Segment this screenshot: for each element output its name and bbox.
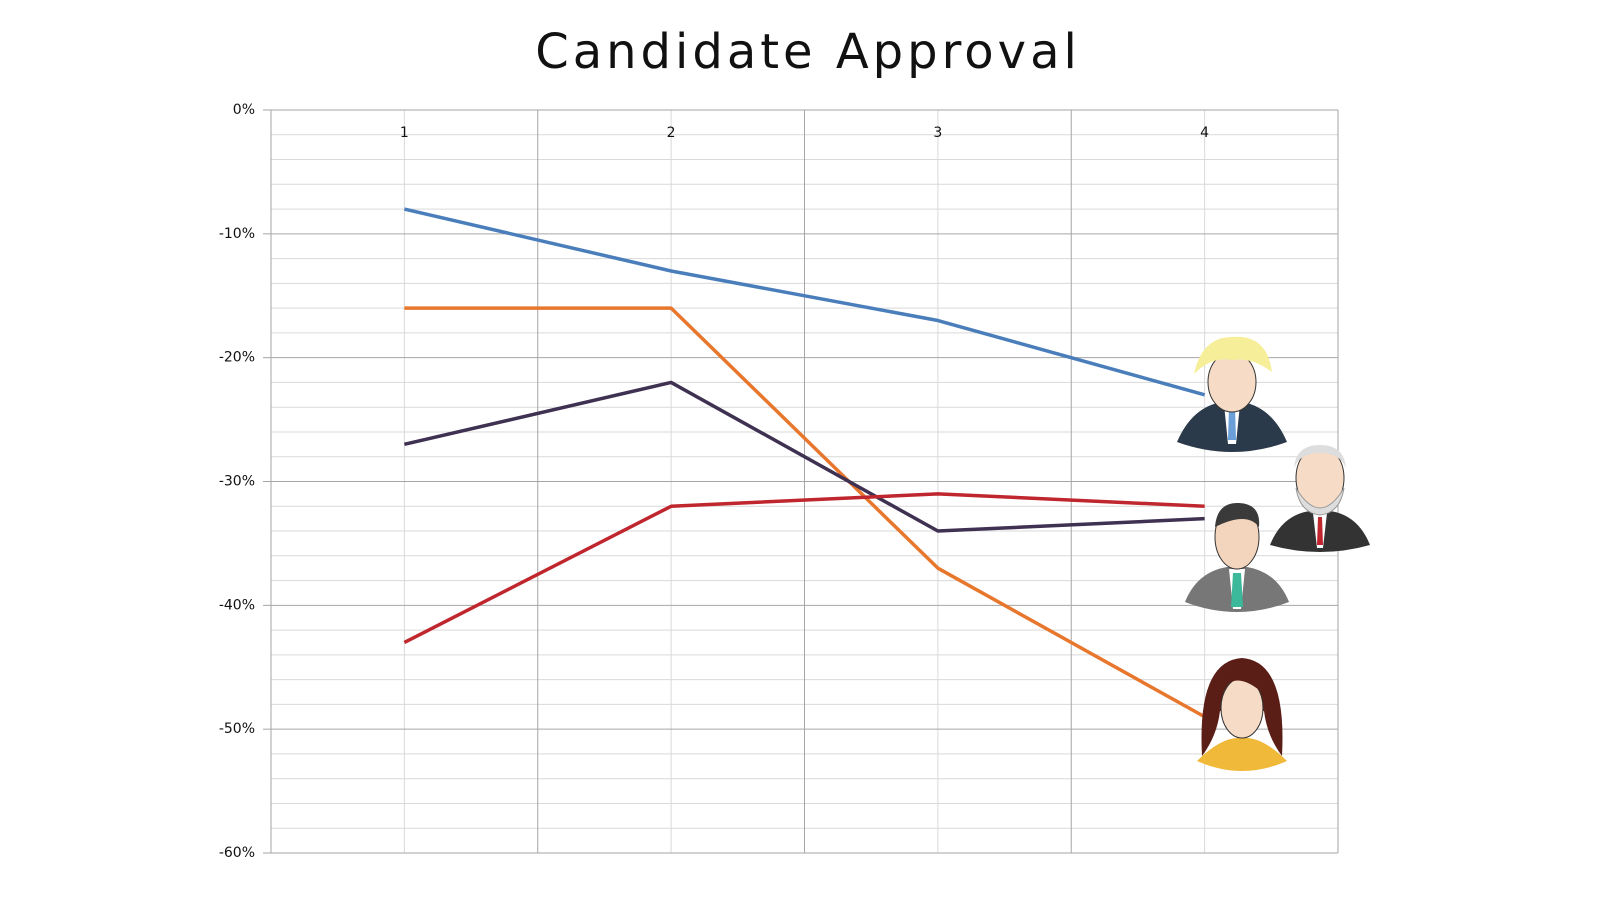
y-tick-label: -20% xyxy=(219,350,255,366)
series-line xyxy=(404,306,1206,719)
y-tick-label: -30% xyxy=(219,474,255,490)
x-tick-label: 3 xyxy=(933,125,942,141)
series-line xyxy=(403,492,1205,645)
portrait xyxy=(1270,445,1370,552)
x-tick-label: 1 xyxy=(400,125,409,141)
y-tick-label: -40% xyxy=(219,597,255,613)
plot-area: 0% -10% -20% -30% -40% -50% -60% 1 2 3 4 xyxy=(219,102,1339,861)
y-tick-label: -60% xyxy=(219,845,255,861)
x-tick-label: 2 xyxy=(667,125,676,141)
series-line xyxy=(403,380,1205,533)
series-line xyxy=(403,207,1206,397)
y-tick-label: -50% xyxy=(219,721,255,737)
y-tick-label: -10% xyxy=(219,226,255,242)
portrait xyxy=(1177,336,1287,452)
portrait xyxy=(1185,502,1289,612)
chart-title: Candidate Approval xyxy=(535,24,1081,80)
x-tick-label: 4 xyxy=(1200,125,1209,141)
portrait xyxy=(1197,658,1287,771)
y-tick-label: 0% xyxy=(233,102,255,118)
candidate-portraits xyxy=(1177,336,1370,771)
